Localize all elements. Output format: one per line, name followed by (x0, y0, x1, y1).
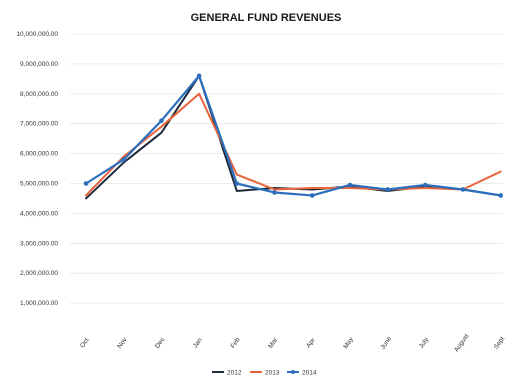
legend-item: 2012 (212, 370, 242, 377)
x-tick-label: Apr (305, 336, 317, 349)
data-point (460, 187, 466, 192)
x-tick-label: Dec (154, 336, 167, 350)
legend-label: 2013 (265, 370, 280, 377)
legend: 2012 2013 2014 (212, 370, 317, 377)
legend-label: 2014 (302, 370, 317, 377)
y-tick-label: 8,000,000.00 (20, 91, 58, 98)
legend-label: 2012 (227, 370, 242, 377)
series-2013 (85, 92, 502, 197)
x-tick-label: May (342, 335, 355, 350)
data-point (159, 118, 164, 124)
data-point (196, 73, 202, 79)
series-2014 (83, 73, 504, 198)
data-point (272, 190, 277, 195)
x-tick-label: Sept (493, 335, 507, 350)
gridlines (70, 33, 503, 304)
data-point (309, 193, 315, 198)
x-tick-label: Jan (192, 337, 204, 350)
y-tick-label: 2,000,000.00 (20, 270, 58, 277)
data-point (83, 181, 89, 186)
series-lines (83, 73, 504, 200)
data-point (347, 182, 353, 188)
x-axis-ticks: Oct Nov Dec Jan Feb Mar Apr May June July August Se… (79, 333, 506, 354)
x-tick-label: Nov (116, 336, 129, 350)
x-tick-label: Mar (267, 336, 280, 350)
y-tick-label: 4,000,000.00 (20, 210, 58, 217)
legend-item: 2013 (250, 370, 280, 377)
series-line-2013 (85, 92, 502, 197)
y-tick-label: 6,000,000.00 (20, 151, 58, 158)
data-point (385, 187, 390, 192)
y-tick-label: 3,000,000.00 (20, 240, 58, 247)
x-tick-label: Feb (229, 336, 241, 350)
y-tick-label: 10,000,000.00 (16, 31, 58, 38)
y-tick-label: 5,000,000.00 (20, 181, 58, 188)
data-point (121, 157, 126, 162)
y-tick-label: 9,000,000.00 (20, 61, 58, 68)
x-tick-label: Oct (79, 337, 91, 349)
chart-title: GENERAL FUND REVENUES (191, 12, 342, 24)
legend-marker (291, 370, 295, 374)
legend-item: 2014 (287, 370, 317, 377)
y-tick-label: 1,000,000.00 (20, 300, 58, 307)
data-point (234, 181, 240, 186)
data-point (423, 182, 428, 188)
y-tick-label: 7,000,000.00 (20, 121, 58, 128)
x-tick-label: July (418, 336, 431, 350)
x-tick-label: June (379, 335, 393, 351)
series-line-2014 (84, 74, 502, 197)
y-axis-ticks: 1,000,000.00 2,000,000.00 3,000,000.00 4,00… (16, 31, 58, 307)
x-tick-label: August (453, 333, 470, 354)
data-point (498, 193, 504, 198)
